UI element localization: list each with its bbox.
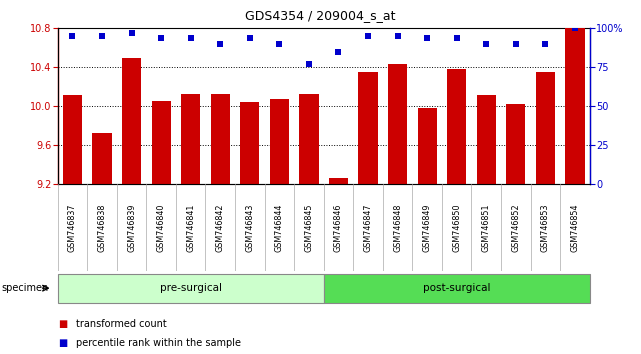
- Bar: [417, 108, 437, 184]
- Text: GSM746840: GSM746840: [156, 203, 165, 252]
- Bar: [358, 72, 378, 184]
- Bar: [299, 93, 319, 184]
- Text: GSM746848: GSM746848: [393, 203, 402, 252]
- Bar: [122, 58, 141, 184]
- Text: GSM746843: GSM746843: [246, 203, 254, 252]
- Text: ■: ■: [58, 319, 67, 329]
- Point: [333, 49, 344, 55]
- Bar: [447, 69, 466, 184]
- Text: GSM746839: GSM746839: [127, 203, 136, 252]
- Point: [215, 41, 226, 47]
- Point: [97, 33, 107, 39]
- Point: [422, 35, 432, 40]
- Text: GSM746849: GSM746849: [422, 203, 431, 252]
- Point: [304, 61, 314, 67]
- Text: GDS4354 / 209004_s_at: GDS4354 / 209004_s_at: [246, 9, 395, 22]
- Bar: [270, 99, 289, 184]
- Point: [67, 33, 78, 39]
- Bar: [151, 101, 171, 184]
- Bar: [477, 95, 496, 184]
- Text: pre-surgical: pre-surgical: [160, 283, 222, 293]
- Point: [245, 35, 255, 40]
- Bar: [329, 178, 348, 184]
- Bar: [92, 133, 112, 184]
- Text: GSM746850: GSM746850: [452, 203, 462, 252]
- Text: GSM746851: GSM746851: [482, 203, 491, 252]
- Text: percentile rank within the sample: percentile rank within the sample: [76, 338, 240, 348]
- Bar: [388, 64, 407, 184]
- Text: post-surgical: post-surgical: [423, 283, 490, 293]
- Text: GSM746838: GSM746838: [97, 203, 106, 252]
- Point: [570, 25, 580, 31]
- Bar: [565, 28, 585, 184]
- Bar: [181, 93, 200, 184]
- Point: [186, 35, 196, 40]
- Text: ■: ■: [58, 338, 67, 348]
- Text: GSM746837: GSM746837: [68, 203, 77, 252]
- Point: [451, 35, 462, 40]
- Point: [156, 35, 166, 40]
- Point: [363, 33, 373, 39]
- Bar: [240, 102, 260, 184]
- Text: GSM746844: GSM746844: [275, 203, 284, 252]
- Text: transformed count: transformed count: [76, 319, 167, 329]
- Point: [481, 41, 492, 47]
- Text: GSM746841: GSM746841: [186, 203, 196, 252]
- Bar: [211, 93, 230, 184]
- Point: [511, 41, 521, 47]
- Bar: [63, 95, 82, 184]
- Text: GSM746852: GSM746852: [512, 203, 520, 252]
- Point: [540, 41, 551, 47]
- Point: [274, 41, 285, 47]
- Bar: [506, 104, 526, 184]
- Text: GSM746842: GSM746842: [216, 203, 225, 252]
- Text: GSM746847: GSM746847: [363, 203, 372, 252]
- Text: specimen: specimen: [1, 283, 49, 293]
- Text: GSM746853: GSM746853: [541, 203, 550, 252]
- Point: [126, 30, 137, 36]
- Text: GSM746845: GSM746845: [304, 203, 313, 252]
- Point: [392, 33, 403, 39]
- Text: GSM746846: GSM746846: [334, 203, 343, 252]
- Text: GSM746854: GSM746854: [570, 203, 579, 252]
- Bar: [536, 72, 555, 184]
